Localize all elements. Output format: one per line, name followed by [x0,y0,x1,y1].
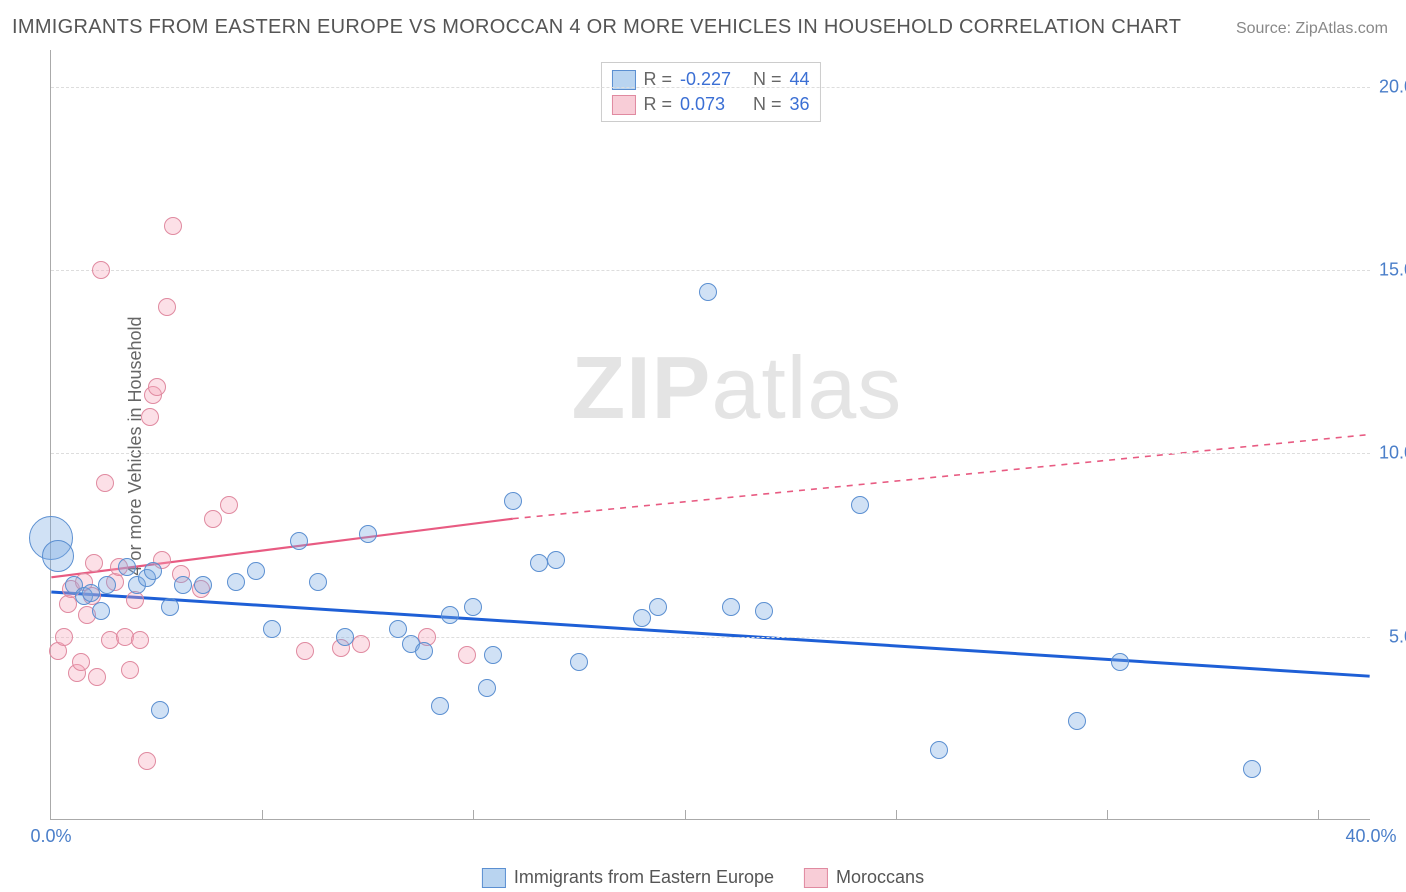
y-tick-label: 15.0% [1379,260,1406,281]
point-eastern-europe [570,653,588,671]
stats-r-value: 0.073 [680,94,740,115]
gridline-h [51,87,1370,88]
point-eastern-europe [649,598,667,616]
point-eastern-europe [464,598,482,616]
x-tick-label: 0.0% [30,826,71,847]
point-moroccans [55,628,73,646]
x-tick-mark [473,810,474,820]
point-moroccans [158,298,176,316]
point-eastern-europe [194,576,212,594]
x-tick-mark [896,810,897,820]
point-eastern-europe [247,562,265,580]
x-tick-mark [1107,810,1108,820]
point-moroccans [85,554,103,572]
point-eastern-europe [1243,760,1261,778]
point-moroccans [141,408,159,426]
stats-legend-box: R =-0.227 N =44R = 0.073 N = 36 [600,62,820,122]
point-eastern-europe [441,606,459,624]
gridline-h [51,637,1370,638]
gridline-h [51,453,1370,454]
stats-r-label: R = [643,94,672,115]
point-eastern-europe [263,620,281,638]
point-eastern-europe [504,492,522,510]
legend-item: Immigrants from Eastern Europe [482,867,774,888]
point-moroccans [72,653,90,671]
point-eastern-europe [174,576,192,594]
legend-label: Moroccans [836,867,924,888]
point-eastern-europe [1068,712,1086,730]
point-moroccans [458,646,476,664]
x-tick-label: 40.0% [1345,826,1396,847]
legend-swatch [482,868,506,888]
point-moroccans [164,217,182,235]
point-eastern-europe [530,554,548,572]
point-eastern-europe [227,573,245,591]
point-eastern-europe [478,679,496,697]
point-eastern-europe [98,576,116,594]
point-eastern-europe [309,573,327,591]
point-eastern-europe [92,602,110,620]
point-moroccans [131,631,149,649]
y-tick-label: 5.0% [1389,626,1406,647]
point-eastern-europe [930,741,948,759]
point-eastern-europe [118,558,136,576]
stats-n-value: 36 [790,94,810,115]
point-eastern-europe [484,646,502,664]
legend-swatch [804,868,828,888]
point-moroccans [296,642,314,660]
point-moroccans [92,261,110,279]
chart-title: IMMIGRANTS FROM EASTERN EUROPE VS MOROCC… [12,16,1181,39]
point-eastern-europe [336,628,354,646]
legend-label: Immigrants from Eastern Europe [514,867,774,888]
x-tick-mark [685,810,686,820]
legend-item: Moroccans [804,867,924,888]
point-eastern-europe [151,701,169,719]
stats-row: R =-0.227 N =44 [611,67,809,92]
point-eastern-europe [755,602,773,620]
point-moroccans [88,668,106,686]
point-moroccans [352,635,370,653]
point-eastern-europe [290,532,308,550]
series-legend: Immigrants from Eastern Europe Moroccans [482,867,924,888]
trend-lines [51,50,1370,819]
point-moroccans [138,752,156,770]
point-eastern-europe [722,598,740,616]
gridline-h [51,270,1370,271]
point-moroccans [121,661,139,679]
point-eastern-europe [415,642,433,660]
point-eastern-europe [82,584,100,602]
stats-row: R = 0.073 N = 36 [611,92,809,117]
plot-area: ZIPatlas R =-0.227 N =44R =0.073 N =36 5… [50,50,1370,820]
point-moroccans [220,496,238,514]
point-eastern-europe [161,598,179,616]
point-eastern-europe [389,620,407,638]
chart-container: IMMIGRANTS FROM EASTERN EUROPE VS MOROCC… [0,0,1406,892]
stats-n-label: N = [748,94,782,115]
watermark: ZIPatlas [571,337,902,439]
point-eastern-europe [144,562,162,580]
point-moroccans [96,474,114,492]
point-eastern-europe [547,551,565,569]
x-tick-mark [1318,810,1319,820]
point-eastern-europe [42,540,74,572]
point-moroccans [204,510,222,528]
point-eastern-europe [851,496,869,514]
y-tick-label: 20.0% [1379,76,1406,97]
point-eastern-europe [699,283,717,301]
point-eastern-europe [359,525,377,543]
stats-swatch [611,95,635,115]
source-label: Source: ZipAtlas.com [1236,20,1388,38]
point-eastern-europe [1111,653,1129,671]
point-eastern-europe [431,697,449,715]
y-tick-label: 10.0% [1379,443,1406,464]
x-tick-mark [262,810,263,820]
point-moroccans [148,378,166,396]
point-eastern-europe [633,609,651,627]
